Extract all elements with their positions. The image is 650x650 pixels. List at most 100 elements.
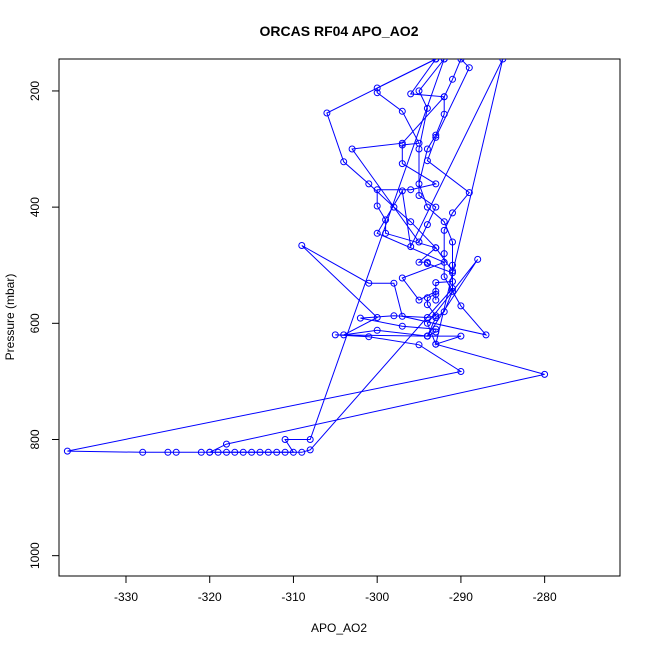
- x-tick-label: -280: [533, 590, 557, 604]
- data-point: [423, 332, 431, 340]
- data-point: [298, 242, 306, 249]
- data-point: [323, 109, 331, 117]
- data-point: [382, 216, 390, 224]
- data-point: [398, 274, 406, 282]
- data-point: [432, 340, 440, 348]
- data-point: [415, 238, 423, 246]
- data-point: [407, 218, 415, 226]
- x-tick-label: -330: [114, 590, 138, 604]
- data-point: [415, 296, 423, 304]
- data-point: [465, 189, 473, 197]
- data-point: [63, 447, 71, 455]
- data-point: [457, 332, 465, 340]
- data-point: [415, 87, 423, 95]
- data-point: [390, 312, 398, 320]
- data-point: [373, 89, 381, 97]
- series-line-3: [301, 59, 504, 346]
- x-tick-label: -300: [365, 590, 389, 604]
- data-point: [281, 436, 289, 443]
- x-axis-label: APO_AO2: [311, 621, 367, 635]
- data-point: [440, 218, 448, 226]
- data-point: [340, 158, 348, 166]
- data-point: [499, 59, 507, 63]
- data-point: [415, 192, 423, 199]
- data-point: [206, 448, 214, 456]
- data-point: [164, 448, 172, 456]
- y-tick-label: 1000: [28, 542, 42, 569]
- data-point: [449, 261, 456, 269]
- data-point: [398, 322, 406, 330]
- data-point: [432, 59, 440, 63]
- data-point: [373, 229, 381, 237]
- data-point: [440, 250, 448, 258]
- data-point: [423, 145, 431, 153]
- data-point: [356, 314, 364, 322]
- data-point: [440, 59, 448, 63]
- data-point: [423, 221, 431, 229]
- data-point: [440, 273, 448, 281]
- data-point: [139, 448, 147, 456]
- plot-frame: [58, 58, 621, 577]
- data-point: [423, 319, 431, 327]
- data-point: [331, 331, 339, 339]
- data-point: [432, 314, 440, 321]
- data-point: [365, 180, 373, 188]
- data-point: [298, 448, 306, 456]
- data-point: [474, 255, 482, 263]
- data-point: [197, 448, 205, 456]
- data-point: [398, 312, 406, 320]
- data-point: [340, 331, 348, 339]
- data-point: [432, 287, 440, 295]
- data-point: [415, 258, 423, 266]
- data-point: [432, 203, 440, 211]
- x-tick-label: -310: [281, 590, 305, 604]
- data-point: [457, 59, 465, 63]
- data-point: [457, 368, 465, 375]
- y-axis: 200 400 600 800 1000: [28, 81, 59, 569]
- data-point: [172, 448, 180, 456]
- y-tick-label: 800: [28, 429, 42, 449]
- data-point: [373, 326, 381, 334]
- data-point: [415, 145, 423, 153]
- data-point: [407, 90, 415, 98]
- data-point: [365, 333, 373, 341]
- data-point: [373, 314, 381, 321]
- data-point: [407, 186, 415, 194]
- data-point: [449, 209, 456, 217]
- x-tick-label: -320: [198, 590, 222, 604]
- data-point: [398, 107, 406, 115]
- data-point: [390, 203, 398, 211]
- data-point: [432, 325, 440, 333]
- y-tick-label: 600: [28, 313, 42, 333]
- data-point: [407, 243, 415, 251]
- data-point: [373, 202, 381, 210]
- data-point: [306, 446, 314, 454]
- series-group: [63, 59, 549, 456]
- y-axis-label: Pressure (mbar): [3, 274, 17, 361]
- x-tick-label: -290: [449, 590, 473, 604]
- y-tick-label: 200: [28, 81, 42, 101]
- data-point: [423, 104, 431, 112]
- data-point: [449, 287, 456, 295]
- data-point: [541, 370, 549, 378]
- data-point: [457, 302, 465, 310]
- data-point: [449, 238, 456, 246]
- data-point: [440, 258, 448, 266]
- data-point: [423, 157, 431, 165]
- data-point: [482, 331, 490, 339]
- data-point: [432, 279, 440, 287]
- data-point: [373, 186, 381, 194]
- x-axis: -330 -320 -310 -300 -290 -280: [114, 576, 557, 604]
- data-point: [398, 160, 406, 168]
- data-point: [423, 260, 431, 267]
- y-tick-label: 400: [28, 197, 42, 217]
- data-point: [373, 84, 381, 92]
- data-point: [432, 244, 440, 252]
- data-point: [382, 229, 390, 237]
- data-point: [449, 75, 456, 83]
- data-point: [440, 93, 448, 101]
- data-point: [306, 436, 314, 443]
- data-point: [432, 180, 440, 188]
- data-point: [390, 279, 398, 287]
